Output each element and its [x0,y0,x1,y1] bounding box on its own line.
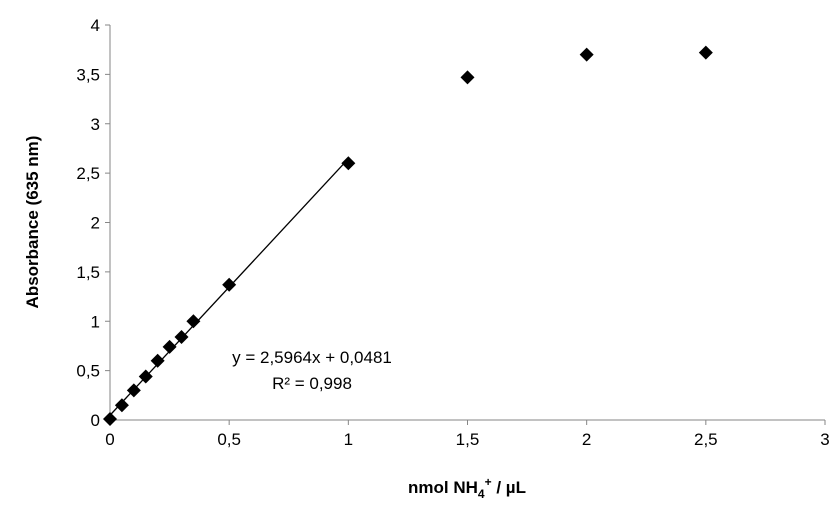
x-axis-title-sup: + [485,475,492,489]
x-axis-title: nmol NH4+ / µL [408,475,526,501]
x-axis-title-sub: 4 [478,487,485,501]
y-tick-label: 1,5 [76,263,100,282]
data-point [163,340,177,354]
y-tick-label: 0 [91,411,100,430]
axes [105,25,825,425]
x-tick-label: 1 [344,430,353,449]
data-point [186,314,200,328]
y-tick-label: 3,5 [76,65,100,84]
y-tick-label: 2 [91,214,100,233]
y-tick-label: 3 [91,115,100,134]
equation-label: y = 2,5964x + 0,0481 [232,348,392,367]
data-point [699,46,713,60]
x-axis-title-tail: / µL [492,478,526,497]
x-tick-label: 2,5 [694,430,718,449]
y-tick-label: 4 [91,16,100,35]
x-tick-label: 0 [105,430,114,449]
data-point [222,278,236,292]
y-tick-label: 1 [91,312,100,331]
data-points [103,46,713,426]
x-tick-label: 1,5 [456,430,480,449]
data-point [461,70,475,84]
data-point [580,48,594,62]
y-axis-title: Absorbance (635 nm) [23,136,42,309]
x-tick-label: 2 [582,430,591,449]
x-tick-label: 3 [820,430,829,449]
data-point [151,354,165,368]
x-tick-label: 0,5 [217,430,241,449]
r-squared-label: R² = 0,998 [272,374,352,393]
x-axis-title-main: nmol NH [408,478,478,497]
data-point [103,412,117,426]
y-tick-label: 0,5 [76,362,100,381]
data-point [341,156,355,170]
data-point [115,398,129,412]
y-tick-label: 2,5 [76,164,100,183]
tick-labels: 0 0,5 1 1,5 2 2,5 3 3,5 4 0 0,5 1 1,5 2 2,5 3 [76,16,829,449]
